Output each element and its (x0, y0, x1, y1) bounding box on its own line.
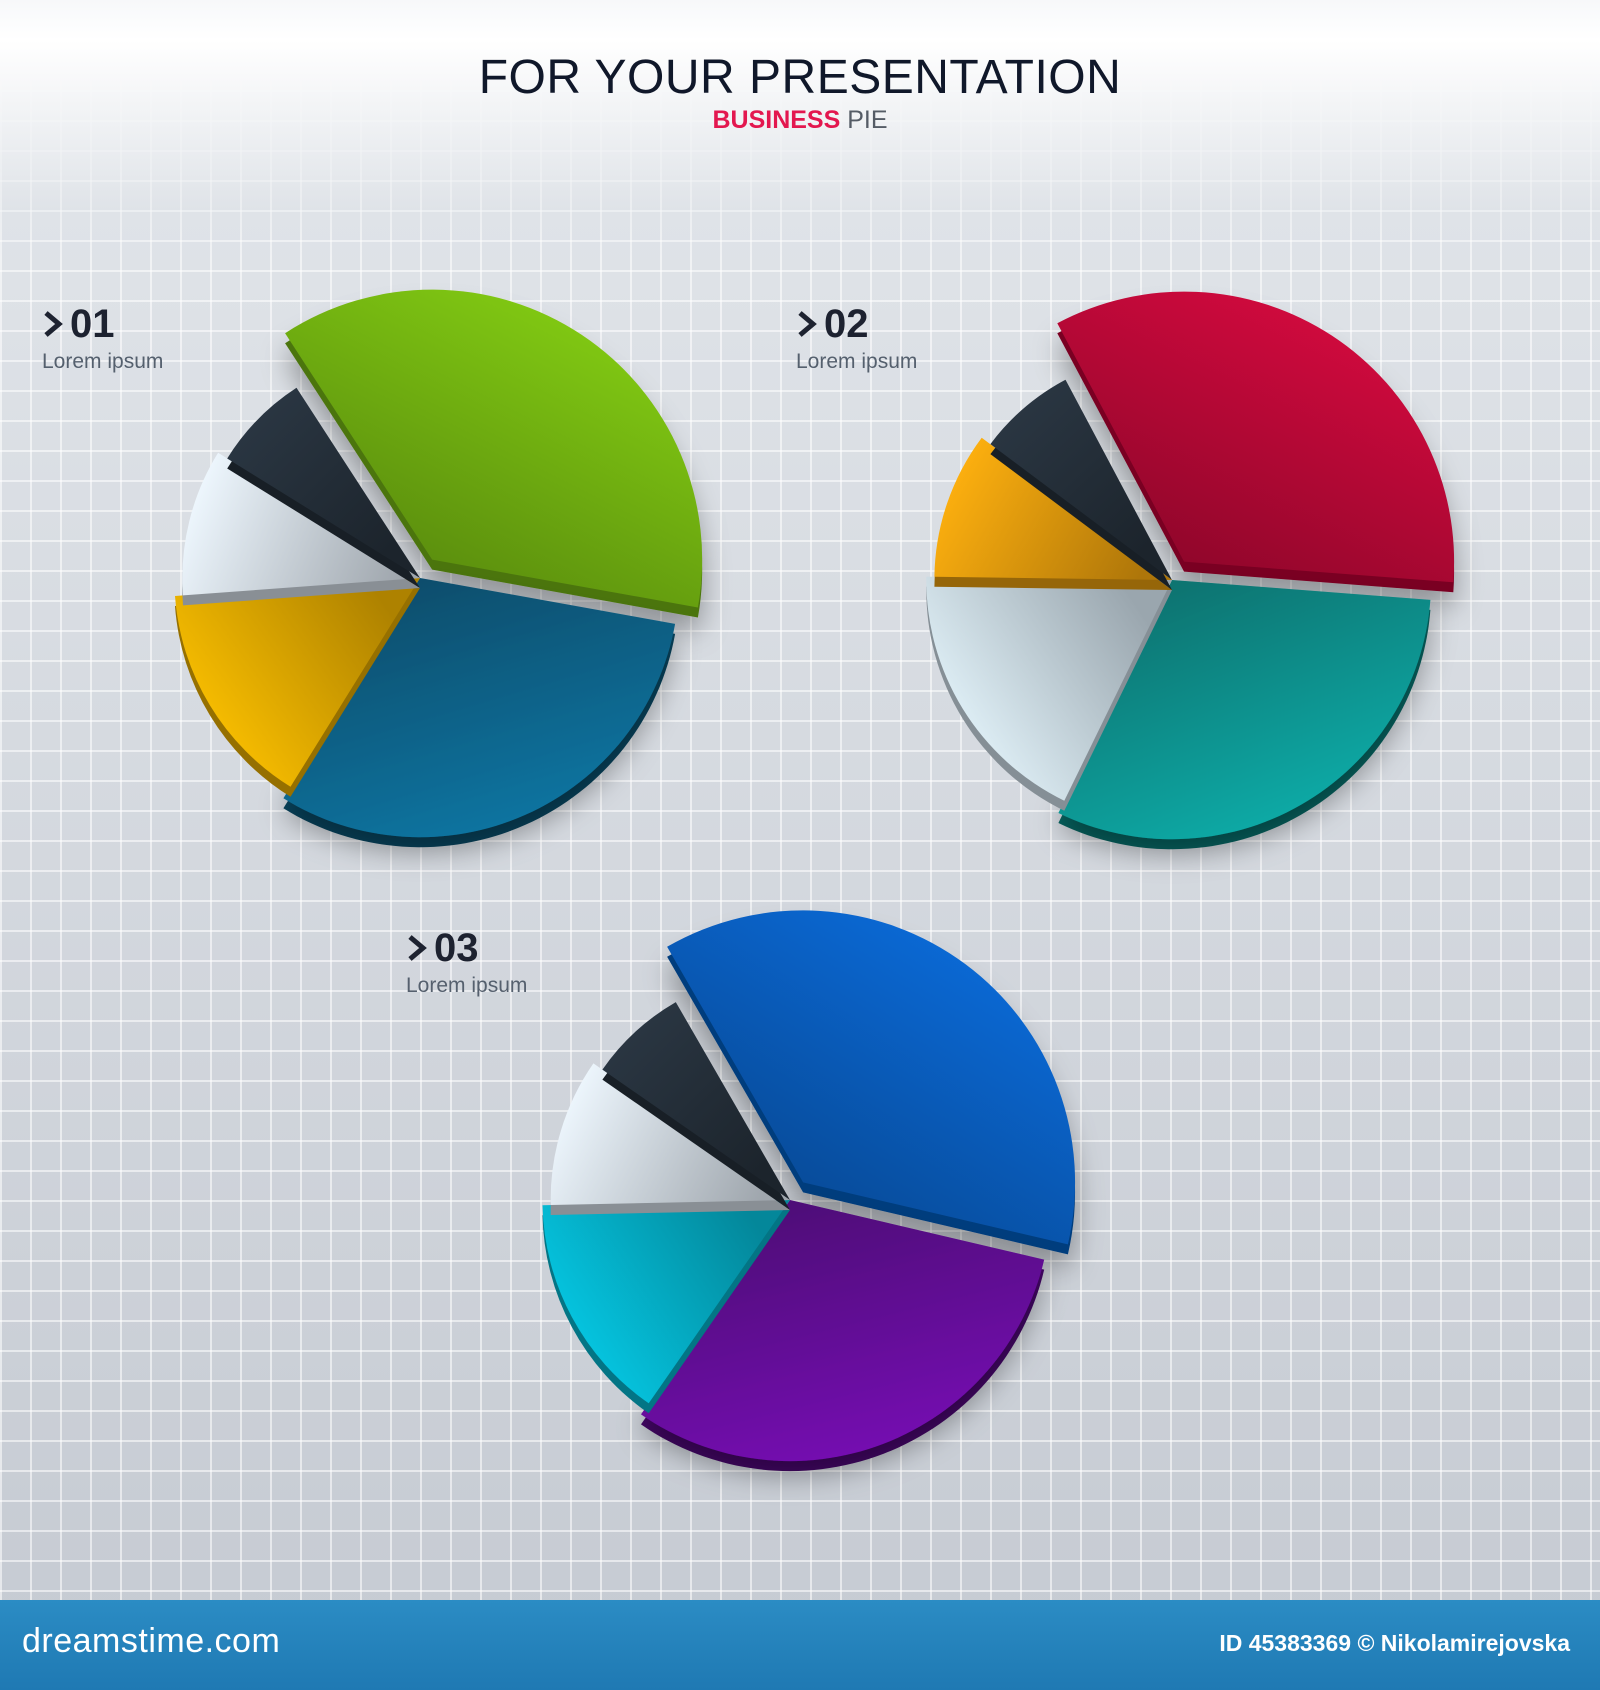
chart-description: Lorem ipsum (406, 974, 528, 997)
pie-slice (926, 576, 1172, 801)
footer-brand: dreamstime.com (22, 1622, 281, 1660)
subtitle-rest: PIE (847, 106, 888, 134)
pie-slice (602, 1002, 790, 1200)
chart-description: Lorem ipsum (42, 350, 164, 373)
footer-credit: ID 45383369 © Nikolamirejovska (1219, 1630, 1570, 1656)
pie-slice (1057, 291, 1455, 583)
pie-slice (667, 910, 1076, 1245)
chart-label-2: 02 Lorem ipsum (796, 302, 917, 374)
chevron-right-icon (44, 311, 63, 337)
subtitle-accent: BUSINESS (712, 106, 841, 134)
chevron-right-icon (408, 935, 427, 961)
chevron-right-icon (798, 311, 817, 337)
pie-chart-1 (175, 289, 703, 848)
pie-slice (990, 379, 1172, 580)
pie-slice (542, 1200, 790, 1404)
chart-description: Lorem ipsum (796, 350, 918, 373)
pie-slice (1058, 580, 1431, 840)
chart-number: 01 (70, 302, 115, 346)
page-subtitle: BUSINESS PIE (0, 106, 1600, 135)
pie-slice (227, 387, 420, 578)
chart-number: 03 (434, 926, 479, 970)
pie-slice (641, 1200, 1045, 1462)
pie-slice (550, 1063, 790, 1205)
chart-label-1: 01 Lorem ipsum (42, 302, 163, 374)
pie-slice (175, 578, 420, 787)
pie-charts (175, 289, 1455, 1472)
pie-chart-2 (926, 291, 1455, 850)
chart-number: 02 (824, 302, 869, 346)
pie-slice (285, 289, 703, 608)
chart-label-3: 03 Lorem ipsum (406, 926, 527, 998)
footer-bar: dreamstime.com ID 45383369 © Nikolamirej… (0, 1600, 1600, 1690)
page-title: FOR YOUR PRESENTATION (478, 51, 1122, 104)
pie-chart-3 (542, 910, 1076, 1472)
pie-slice (182, 452, 420, 596)
